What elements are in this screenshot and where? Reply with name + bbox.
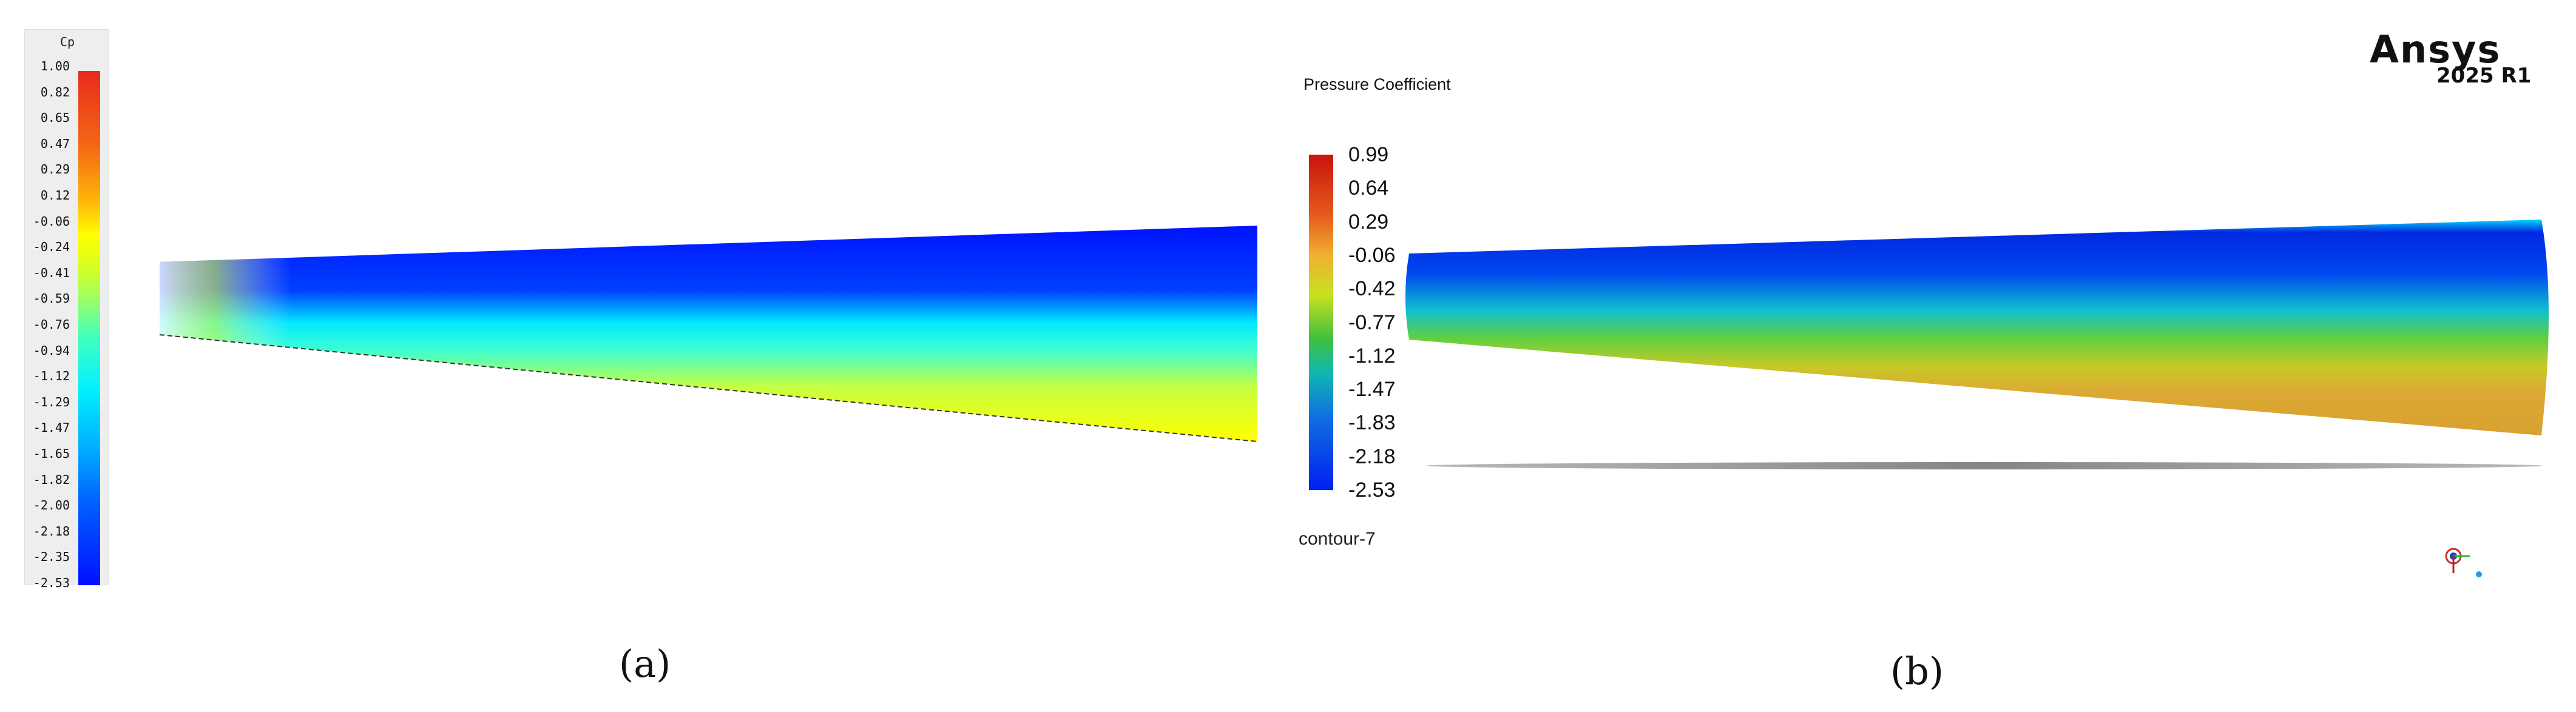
legend-b-title: Pressure Coefficient [1303,75,1451,93]
legend-b-tick-label: -0.42 [1348,277,1396,301]
legend-b-tick-label: -0.77 [1348,311,1396,334]
legend-b-tick-label: 0.29 [1348,210,1389,233]
legend-a-tick-label: -1.47 [33,420,70,435]
legend-a-tick-label: -0.94 [33,343,70,358]
legend-a-tick-label: -0.06 [33,213,70,229]
legend-b-tick-label: 0.64 [1348,176,1389,200]
wing-a-leading-edge [160,226,1257,442]
contour-name-label: contour-7 [1299,529,1376,549]
legend-a-tick-label: -0.24 [33,240,70,255]
axis-triad-icon [2445,548,2482,577]
legend-a-tick-label: 0.12 [40,188,70,203]
caption-b: (b) [1890,649,1944,693]
legend-a-tick-label: -1.12 [33,369,70,384]
legend-a-tick-label: -1.29 [33,394,70,409]
legend-b-colorbar [1309,155,1333,490]
legend-a-tick-label: 1.00 [40,59,70,73]
legend-b-tick-label: -1.83 [1348,411,1396,435]
legend-a-tick-label: -2.18 [33,523,70,539]
legend-a-tick-label: -0.76 [33,317,70,332]
legend-a-tick-label: -2.53 [33,576,70,590]
legend-b-tick-label: -1.47 [1348,378,1396,401]
legend-b-tick-label: -2.18 [1348,445,1396,468]
legend-a-tick-label: -2.00 [33,498,70,513]
legend-a-tick-label: 0.82 [40,84,70,99]
wing-b-fill [1405,220,2549,435]
caption-a: (a) [619,642,671,686]
legend-b-tick-label: -0.06 [1348,243,1396,267]
legend-b-tick-label: 0.99 [1348,143,1389,166]
ansys-version-label: 2025 R1 [2436,64,2532,88]
legend-a-tick-label: -1.82 [33,472,70,487]
legend-a-title: Cp [59,35,75,49]
legend-a-tick-label: -0.59 [33,291,70,306]
legend-a-colorbar [78,71,100,585]
colorbar-legend-a: Cp 1.00 0.82 0.65 0.47 0.29 0.12 -0.06 -0.24 -0.… [24,29,109,590]
wing-a-trailing-edge [159,334,1258,442]
legend-a-tick-label: 0.65 [40,110,70,126]
legend-b-tick-label: -1.12 [1348,344,1396,368]
legend-a-tick-label: 0.47 [40,136,70,151]
legend-b-tick-label: -2.53 [1348,479,1396,502]
legend-a-tick-label: -0.41 [33,265,70,280]
ansys-logo: Ansys [2370,27,2501,72]
legend-a-tick-label: -2.35 [33,549,70,565]
wing-b-shadow [1426,462,2543,469]
legend-a-tick-label: 0.29 [40,162,70,177]
legend-a-tick-label: -1.65 [33,446,70,461]
